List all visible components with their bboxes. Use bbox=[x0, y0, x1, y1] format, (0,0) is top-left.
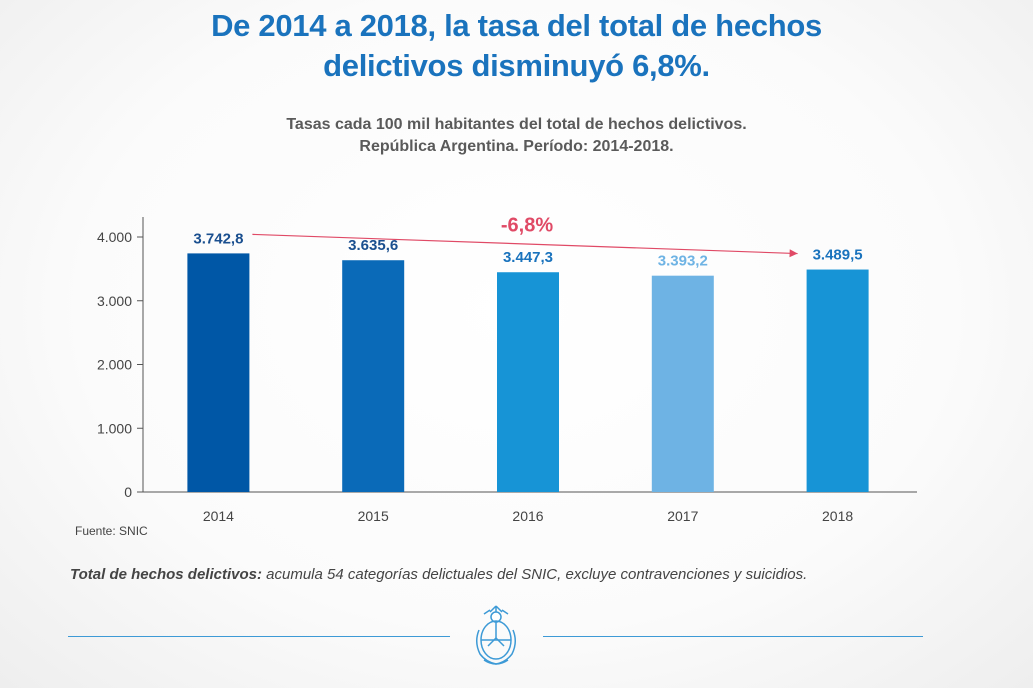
chart-title-line-1: Tasas cada 100 mil habitantes del total … bbox=[286, 116, 747, 133]
x-tick-label: 2018 bbox=[822, 508, 853, 524]
footer-divider-left bbox=[68, 636, 450, 637]
footer-divider-right bbox=[543, 636, 923, 637]
trend-arrow-head bbox=[789, 249, 798, 258]
chart-title-line-2: República Argentina. Período: 2014-2018. bbox=[359, 138, 674, 155]
source-note: Fuente: SNIC bbox=[75, 524, 148, 538]
bar bbox=[806, 269, 869, 492]
bar-value-label: 3.393,2 bbox=[658, 253, 708, 270]
y-tick-label: 3.000 bbox=[97, 293, 132, 309]
definition-text: acumula 54 categorías delictuales del SN… bbox=[261, 566, 808, 583]
bar-value-label: 3.635,6 bbox=[348, 237, 398, 254]
headline-line-1: De 2014 a 2018, la tasa del total de hec… bbox=[211, 8, 822, 43]
definition-term: Total de hechos delictivos: bbox=[70, 566, 262, 583]
x-tick-label: 2014 bbox=[203, 508, 234, 524]
headline: De 2014 a 2018, la tasa del total de hec… bbox=[0, 6, 1033, 86]
bar-value-label: 3.742,8 bbox=[193, 230, 243, 247]
bar bbox=[497, 272, 559, 492]
bar-value-label: 3.489,5 bbox=[813, 247, 863, 264]
y-tick-label: 2.000 bbox=[97, 357, 132, 373]
x-tick-label: 2017 bbox=[667, 508, 698, 524]
bar bbox=[342, 260, 405, 492]
x-tick-label: 2016 bbox=[512, 508, 543, 524]
change-annotation: -6,8% bbox=[501, 214, 553, 236]
bar bbox=[187, 253, 250, 492]
bar-value-label: 3.447,3 bbox=[503, 249, 553, 266]
trend-arrow-line bbox=[252, 233, 798, 255]
argentina-coat-of-arms-icon bbox=[476, 605, 516, 665]
bar-chart: 0 1.000 2.000 3.000 4.000 3.742,8 2014 3.635,6 2… bbox=[97, 214, 917, 524]
bar bbox=[651, 275, 714, 492]
y-tick-label: 0 bbox=[124, 484, 132, 500]
x-tick-label: 2015 bbox=[358, 508, 389, 524]
headline-line-2: delictivos disminuyó 6,8%. bbox=[323, 48, 710, 83]
y-tick-label: 1.000 bbox=[97, 420, 132, 436]
definition-note: Total de hechos delictivos: acumula 54 c… bbox=[70, 566, 807, 583]
y-tick-label: 4.000 bbox=[97, 229, 132, 245]
chart-title: Tasas cada 100 mil habitantes del total … bbox=[0, 114, 1033, 158]
